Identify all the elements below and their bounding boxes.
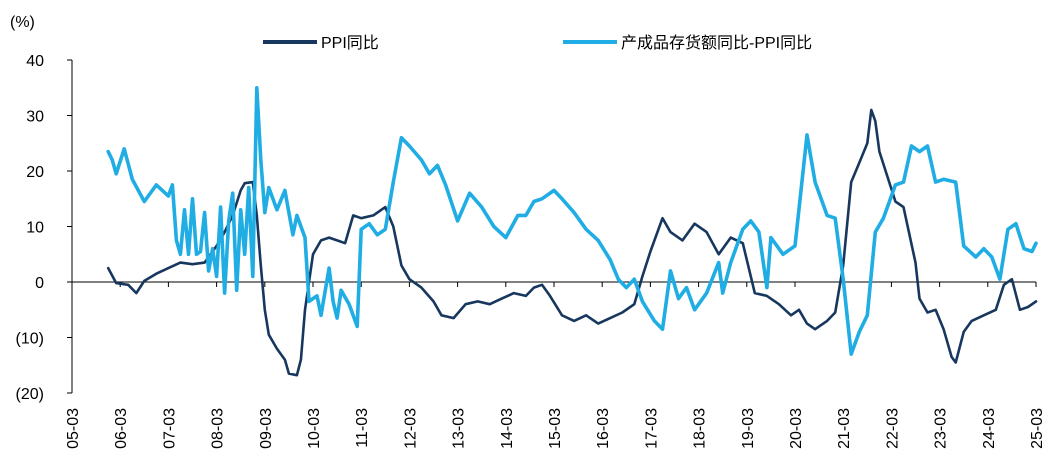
legend: PPI同比 产成品存货额同比-PPI同比 — [263, 34, 812, 52]
y-tick-label: 20 — [26, 164, 44, 181]
x-tick-label: 06-03 — [113, 408, 130, 449]
x-tick-label: 11-03 — [354, 408, 371, 448]
x-tick-label: 12-03 — [402, 408, 419, 449]
x-tick-label: 18-03 — [692, 408, 709, 449]
x-tick-label: 13-03 — [451, 408, 468, 449]
axes: (20) (10) 0 10 20 30 40 05-03 06-03 07-03 08-03 09-… — [16, 53, 1046, 449]
x-tick-label: 17-03 — [643, 408, 660, 449]
x-tick-label: 10-03 — [306, 408, 323, 449]
y-tick-label: 30 — [26, 109, 44, 126]
x-tick-label: 20-03 — [788, 408, 805, 449]
legend-label-inventory-minus-ppi: 产成品存货额同比-PPI同比 — [621, 34, 812, 52]
x-tick-label: 16-03 — [595, 408, 612, 449]
x-tick-label: 09-03 — [258, 408, 275, 449]
series-line-inventory-minus-ppi — [106, 86, 1038, 356]
x-tick-label: 14-03 — [499, 408, 516, 449]
x-tick-label: 21-03 — [836, 408, 853, 449]
y-tick-label: 10 — [26, 220, 44, 237]
x-tick-label: 22-03 — [884, 408, 901, 449]
x-tick-label: 24-03 — [981, 408, 998, 449]
y-tick-label: (20) — [16, 386, 44, 403]
y-unit-label: (%) — [10, 14, 35, 31]
x-tick-label: 23-03 — [933, 408, 950, 449]
x-tick-label: 25-03 — [1029, 408, 1046, 449]
legend-label-ppi: PPI同比 — [321, 34, 379, 52]
x-tick-label: 19-03 — [740, 408, 757, 449]
y-tick-label: 40 — [26, 53, 44, 70]
x-tick-label: 15-03 — [547, 408, 564, 449]
y-tick-label: 0 — [35, 275, 44, 292]
x-tick-label: 05-03 — [65, 408, 82, 449]
y-tick-label: (10) — [16, 331, 44, 348]
x-tick-label: 08-03 — [210, 408, 227, 449]
x-tick-label: 07-03 — [161, 408, 178, 449]
series-line-ppi — [106, 108, 1038, 377]
series-layer — [106, 86, 1038, 377]
